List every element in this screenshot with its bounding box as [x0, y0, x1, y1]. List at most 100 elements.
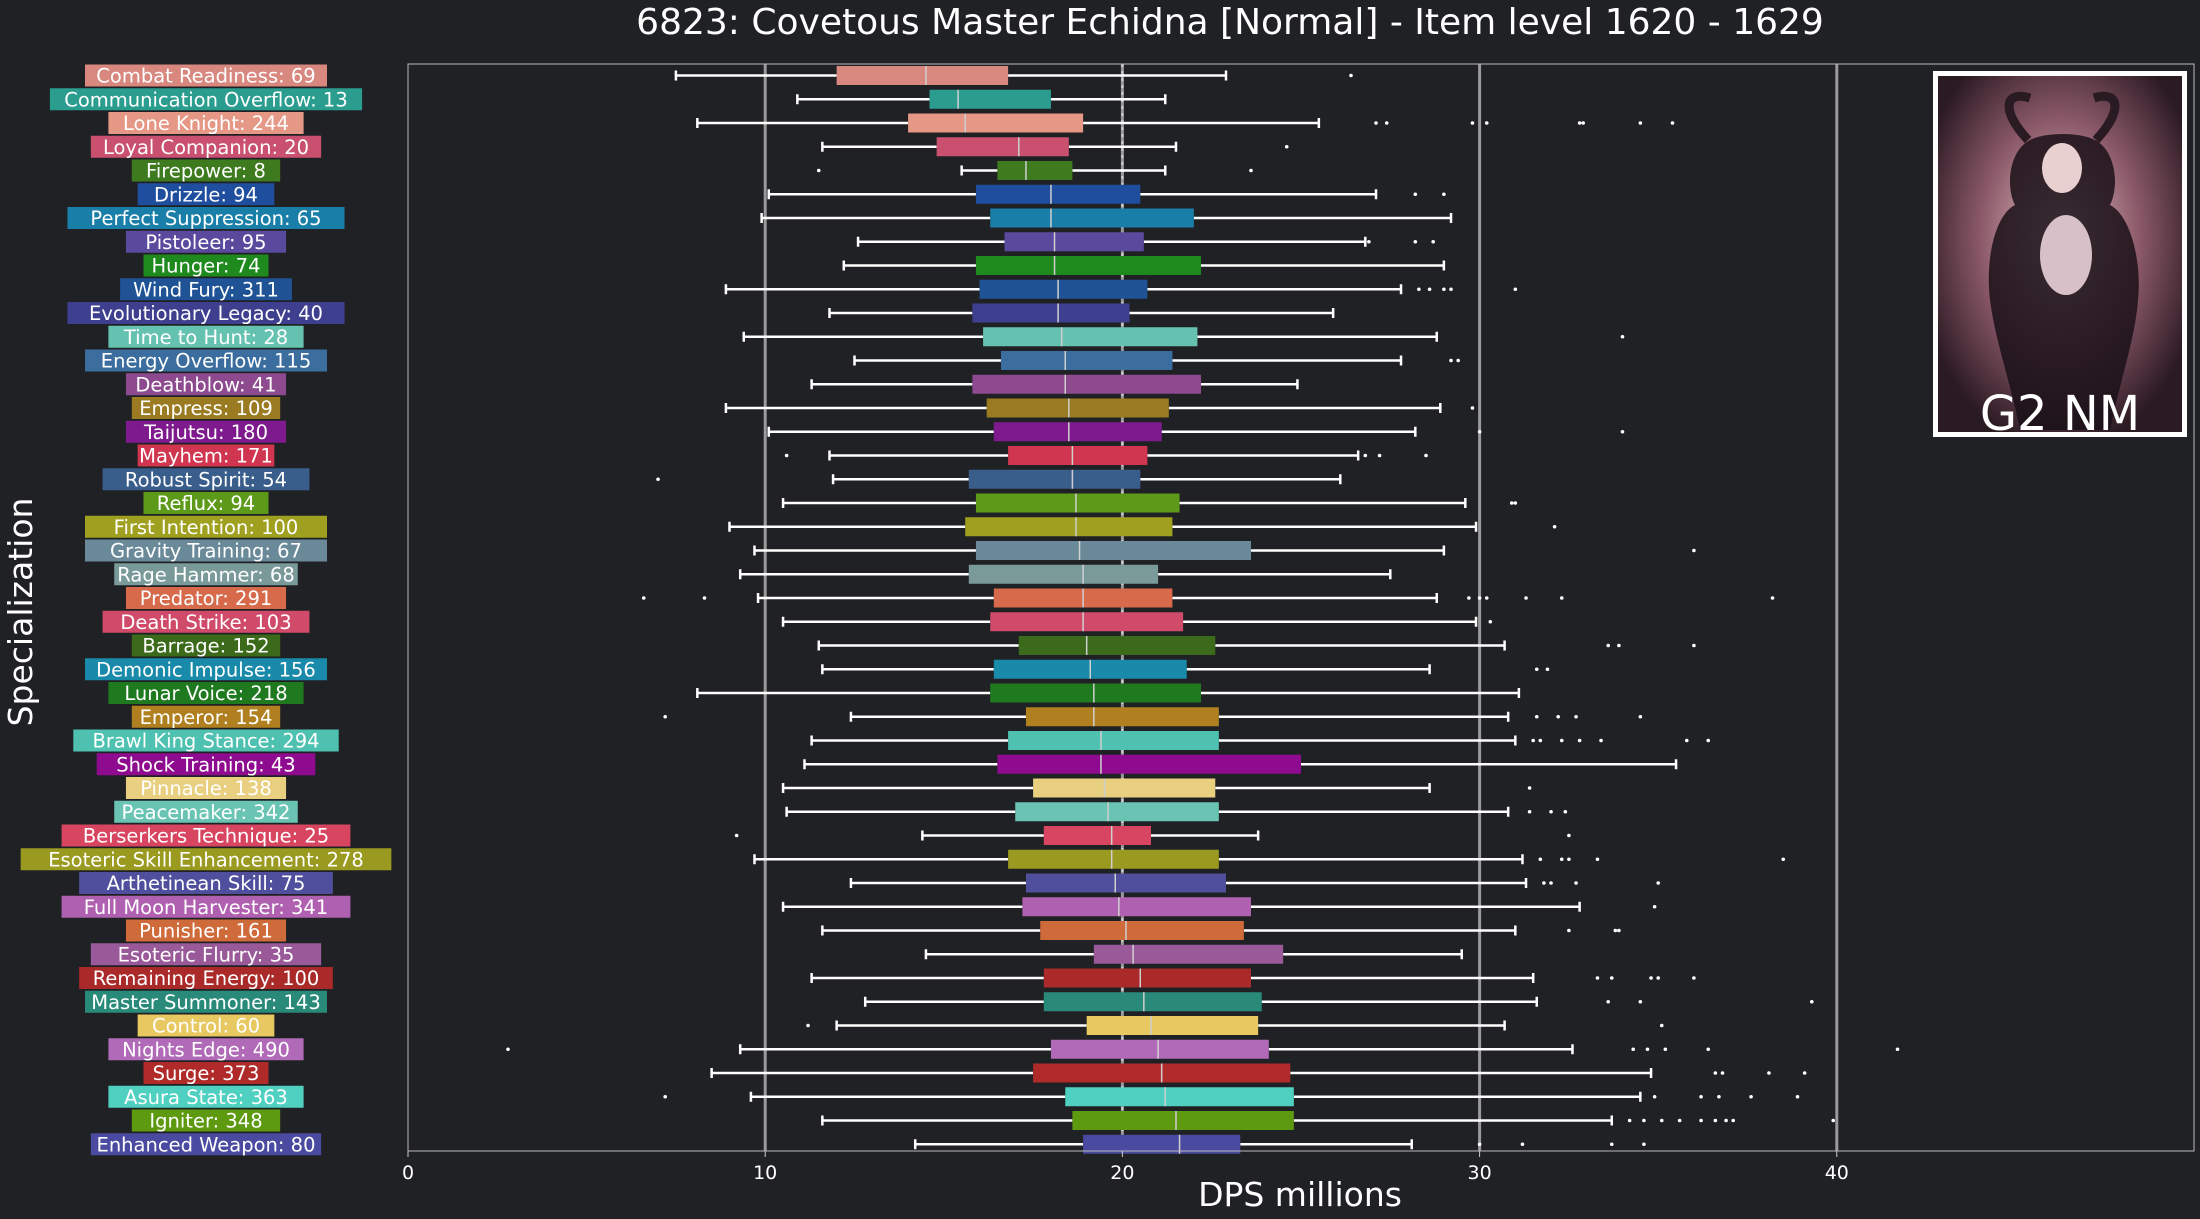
plot-frame — [407, 63, 2195, 1152]
box-row — [924, 944, 1463, 964]
category-label-bg — [85, 990, 327, 1013]
box-row — [785, 802, 1568, 822]
outlier-point — [1513, 287, 1518, 292]
outlier-point — [656, 477, 660, 482]
outlier-point — [1567, 833, 1571, 838]
outlier-point — [1770, 596, 1775, 600]
outlier-point — [1542, 881, 1546, 885]
category-label: Master Summoner: 143 — [91, 991, 320, 1014]
outlier-point — [1620, 429, 1625, 434]
box-iqr — [975, 256, 1201, 275]
box-iqr — [968, 469, 1141, 489]
category-label: Esoteric Flurry: 35 — [118, 943, 295, 966]
box-row — [663, 1087, 1800, 1107]
box-iqr — [1033, 778, 1216, 798]
outlier-point — [1413, 192, 1418, 197]
box-iqr — [1043, 992, 1262, 1012]
box-iqr — [1043, 968, 1251, 988]
category-label-bg — [143, 492, 269, 514]
box-row — [663, 707, 1643, 727]
portrait-face — [2042, 143, 2082, 193]
outlier-point — [1677, 1118, 1682, 1123]
category-label-bg — [143, 254, 269, 277]
category-label-bg — [102, 468, 310, 491]
box-row — [863, 992, 1814, 1012]
box-iqr — [936, 137, 1069, 157]
outlier-point — [1374, 121, 1378, 125]
outlier-point — [1456, 358, 1460, 363]
box-row — [806, 1016, 1664, 1035]
outlier-point — [1895, 1047, 1900, 1052]
outlier-point — [1652, 904, 1657, 909]
category-label: Control: 60 — [152, 1015, 260, 1038]
box-row — [821, 137, 1289, 157]
category-label-bg — [79, 872, 333, 894]
box-row — [821, 1111, 1836, 1130]
outlier-point — [1567, 857, 1571, 862]
category-label: Deathblow: 41 — [135, 373, 276, 396]
outlier-point — [1577, 738, 1582, 743]
box-iqr — [972, 374, 1201, 394]
box-row — [742, 327, 1625, 347]
badge-label: G2 NM — [1980, 386, 2140, 442]
portrait-horns — [2004, 91, 2120, 144]
category-label: Arthetinean Skill: 75 — [107, 872, 306, 895]
box-iqr — [997, 754, 1301, 774]
category-label-bg — [131, 634, 281, 657]
box-iqr — [1004, 232, 1144, 252]
box-iqr — [983, 327, 1198, 347]
category-label: Nights Edge: 490 — [122, 1038, 290, 1061]
outlier-point — [1531, 738, 1535, 743]
box-iqr — [1093, 944, 1284, 964]
outlier-point — [1642, 1142, 1646, 1147]
outlier-point — [1620, 334, 1625, 339]
category-label-bg — [137, 1014, 275, 1037]
outlier-point — [784, 453, 789, 458]
outlier-point — [1649, 976, 1653, 980]
category-label: Lunar Voice: 218 — [124, 682, 287, 705]
category-label: Berserkers Technique: 25 — [83, 825, 329, 848]
box-iqr — [1050, 1039, 1269, 1059]
box-row — [816, 161, 1253, 180]
box-iqr — [1015, 802, 1219, 822]
box-row — [734, 826, 1571, 845]
category-label: Surge: 373 — [153, 1062, 260, 1085]
box-iqr — [1025, 873, 1226, 893]
category-label: Emperor: 154 — [140, 706, 273, 729]
outlier-point — [1809, 999, 1814, 1004]
outlier-point — [1534, 667, 1539, 672]
category-label: Rage Hammer: 68 — [117, 563, 295, 586]
outlier-point — [1449, 358, 1453, 363]
x-tick-label-10: 10 — [753, 1162, 777, 1184]
category-label-bg — [125, 919, 287, 942]
box-row — [724, 398, 1475, 418]
box-iqr — [968, 564, 1159, 584]
category-label-bg — [108, 1085, 304, 1108]
outlier-point — [1713, 1118, 1718, 1123]
outlier-point — [1713, 1071, 1718, 1075]
category-label-bg — [67, 302, 345, 324]
category-label-bg — [108, 1038, 304, 1061]
outlier-point — [1599, 738, 1603, 743]
box-iqr — [975, 541, 1251, 560]
category-label-bg — [90, 1133, 322, 1156]
outlier-point — [1781, 857, 1786, 862]
category-label-bg — [108, 112, 304, 134]
box-row — [849, 873, 1660, 893]
box-row — [656, 469, 1342, 489]
outlier-point — [1556, 714, 1560, 719]
outlier-point — [1631, 1047, 1635, 1052]
box-row — [506, 1039, 1900, 1059]
category-label: Evolutionary Legacy: 40 — [89, 302, 323, 325]
outlier-point — [1513, 501, 1518, 505]
category-label-bg — [131, 705, 281, 728]
outlier-point — [1717, 1094, 1721, 1099]
box-row — [696, 113, 1675, 133]
outlier-point — [1567, 928, 1571, 933]
box-iqr — [965, 517, 1173, 537]
outlier-point — [1724, 1118, 1728, 1123]
outlier-point — [1606, 643, 1610, 648]
box-iqr — [979, 279, 1148, 299]
